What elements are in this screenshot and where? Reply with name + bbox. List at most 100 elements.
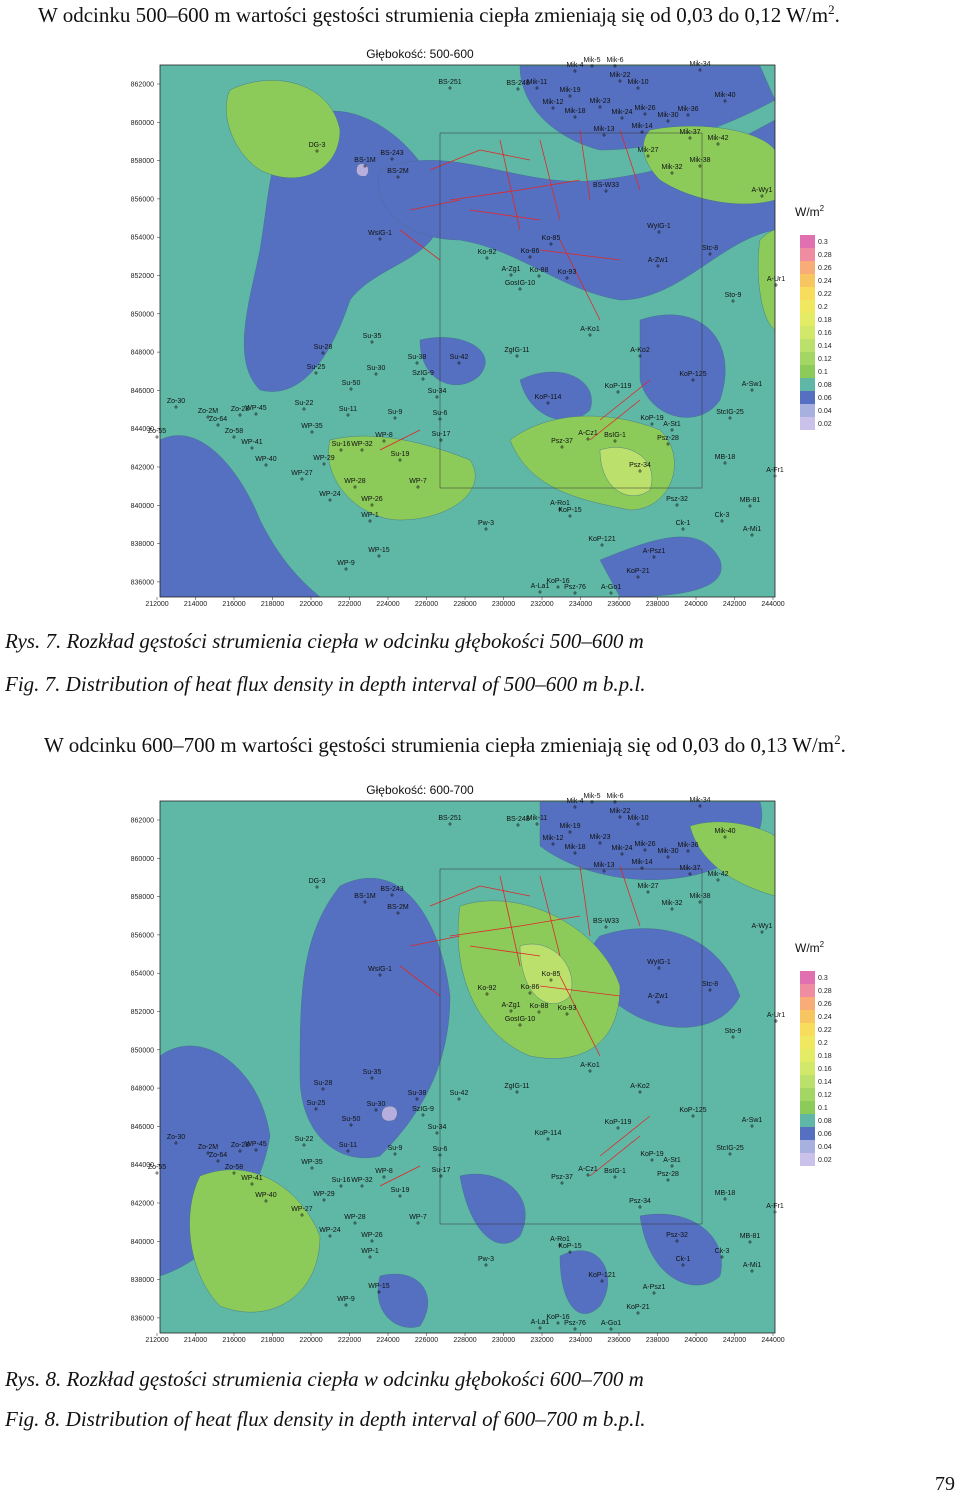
well-label: BS-W33 (593, 182, 619, 189)
well-label: WP-8 (375, 432, 393, 439)
well-label: Mik-10 (627, 79, 648, 86)
well-marker (666, 119, 670, 123)
legend-label: 0.04 (818, 408, 832, 415)
y-tick-label: 854000 (131, 235, 154, 242)
well-marker (174, 1141, 178, 1145)
well-label: Su-42 (450, 1090, 469, 1097)
well-label: Mik-42 (707, 135, 728, 142)
well-marker (390, 893, 394, 897)
well-marker (310, 1166, 314, 1170)
well-label: Zo-55 (148, 428, 166, 435)
well-label: WP-29 (313, 1191, 335, 1198)
well-label: KoP-125 (679, 371, 706, 378)
well-label: A-Ur1 (767, 276, 785, 283)
well-label: A-Ro1 (550, 1236, 570, 1243)
well-marker (560, 445, 564, 449)
well-marker (602, 133, 606, 137)
legend-swatch (800, 235, 815, 248)
fault-line (539, 139, 561, 221)
study-area-outline (439, 868, 703, 1225)
well-label: KoP-16 (546, 1314, 569, 1321)
legend-swatch (800, 984, 815, 997)
fault-line (409, 935, 461, 947)
well-label: KoP-114 (535, 394, 562, 401)
well-label: Mik-22 (609, 808, 630, 815)
well-marker (439, 1174, 443, 1178)
well-marker (377, 1290, 381, 1294)
caption-pl: Rys. 7. Rozkład gęstości strumienia ciep… (4, 629, 644, 653)
well-label: StcIG-25 (716, 409, 744, 416)
well-label: A-Ko2 (630, 347, 650, 354)
well-marker (264, 463, 268, 467)
well-label: Zo-30 (167, 398, 185, 405)
well-marker (728, 416, 732, 420)
well-marker (300, 477, 304, 481)
well-label: WP-7 (409, 478, 427, 485)
well-marker (760, 930, 764, 934)
well-marker (538, 1326, 542, 1330)
well-label: Ko-92 (478, 249, 497, 256)
well-marker (613, 439, 617, 443)
well-label: Su-34 (428, 388, 447, 395)
well-label: Psz-34 (629, 1198, 651, 1205)
well-label: WP-24 (319, 1227, 341, 1234)
well-label: WP-9 (337, 1296, 355, 1303)
legend: W/m2 0.3 0.28 0.26 0.24 0.22 0.2 0.18 0.16 0.14 0.… (795, 940, 832, 1166)
well-label: Mik-6 (606, 793, 623, 800)
y-tick-label: 850000 (131, 1047, 154, 1054)
legend-unit: W/m2 (795, 940, 825, 955)
contour-area (356, 163, 369, 177)
well-marker (485, 992, 489, 996)
fault-line (379, 429, 421, 451)
well-label: Su-50 (342, 1116, 361, 1123)
well-label: MB-81 (740, 1233, 761, 1240)
contour-area (643, 125, 775, 205)
well-label: Mik-30 (657, 112, 678, 119)
well-marker (360, 448, 364, 452)
well-marker (393, 416, 397, 420)
well-label: BS-2M (387, 168, 409, 175)
well-marker (681, 527, 685, 531)
intro-paragraph: W odcinku 500–600 m wartości gęstości st… (38, 2, 840, 27)
contour-area (639, 314, 726, 418)
well-marker (590, 800, 594, 804)
well-marker (638, 354, 642, 358)
fault-line (599, 1115, 651, 1157)
well-label: Mik-11 (527, 815, 548, 822)
well-marker (691, 1114, 695, 1118)
well-label: KoP-19 (640, 1151, 663, 1158)
well-marker (670, 1164, 674, 1168)
well-label: Mik-34 (689, 61, 710, 68)
well-label: WP-27 (291, 470, 313, 477)
well-marker (415, 1097, 419, 1101)
x-tick-label: 212000 (145, 1337, 168, 1344)
well-label: A-La1 (531, 583, 550, 590)
well-marker (675, 503, 679, 507)
fault-line (589, 399, 641, 441)
well-label: Mik-22 (609, 72, 630, 79)
well-label: WP-1 (361, 512, 379, 519)
well-marker (590, 64, 594, 68)
well-marker (728, 1152, 732, 1156)
well-label: Ck-3 (715, 1248, 730, 1255)
well-marker (300, 1213, 304, 1217)
well-label: Su-9 (388, 1145, 403, 1152)
well-marker (457, 361, 461, 365)
well-label: Zo-28 (231, 1142, 249, 1149)
legend-swatch (800, 1049, 815, 1062)
well-marker (573, 805, 577, 809)
fault-line (499, 139, 521, 231)
well-label: WsIG-1 (368, 966, 392, 973)
well-marker (382, 1175, 386, 1179)
well-marker (374, 372, 378, 376)
legend-swatch (800, 417, 815, 430)
legend-swatch (800, 1010, 815, 1023)
legend-label: 0.24 (818, 278, 832, 285)
well-label: Zo-58 (225, 1164, 243, 1171)
legend-label: 0.1 (818, 369, 828, 376)
map-frame (159, 64, 776, 598)
well-marker (174, 405, 178, 409)
well-label: WP-40 (255, 1192, 277, 1199)
fault-line (479, 149, 531, 161)
contour-area (599, 447, 653, 496)
